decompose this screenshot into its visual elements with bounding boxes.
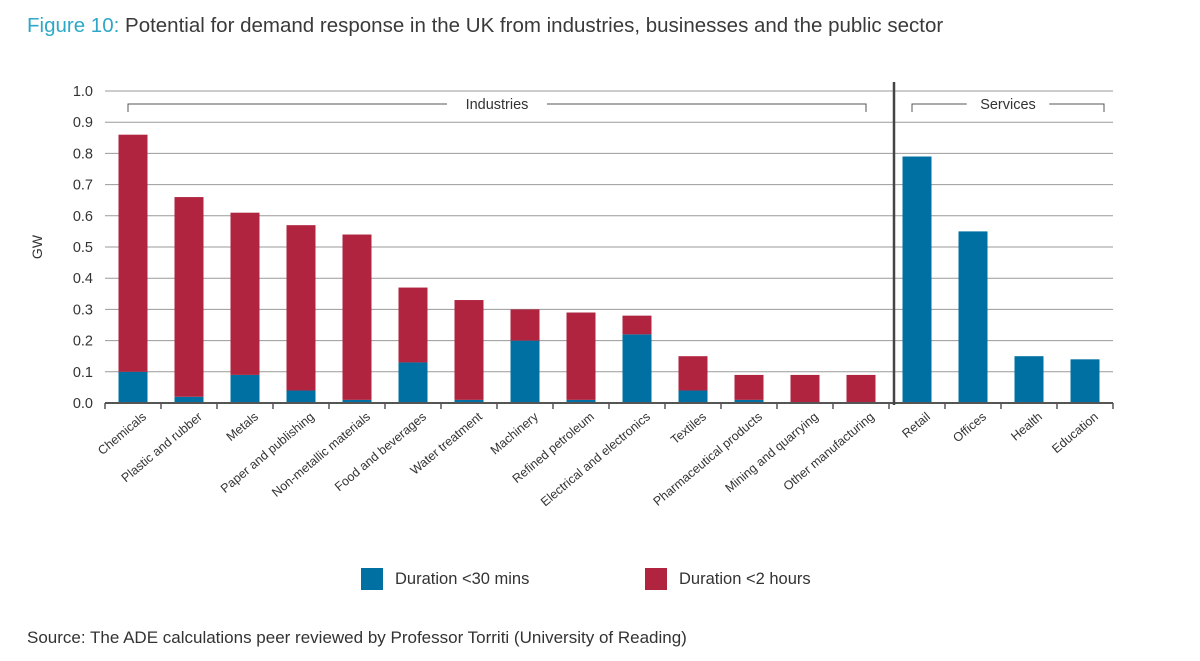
group-bracket-services bbox=[1049, 103, 1105, 112]
figure-title: Potential for demand response in the UK … bbox=[125, 14, 944, 37]
legend-item-long: Duration <2 hours bbox=[645, 568, 811, 590]
category-label: Chemicals bbox=[95, 410, 149, 458]
bar-short-9 bbox=[622, 334, 652, 403]
category-label: Mining and quarrying bbox=[722, 410, 820, 496]
category-label: Metals bbox=[224, 410, 261, 444]
legend-swatch-short bbox=[361, 568, 383, 590]
bar-long-9 bbox=[622, 315, 652, 335]
category-label: Health bbox=[1008, 410, 1045, 444]
category-label: Non-metallic materials bbox=[269, 410, 373, 500]
bar-long-4 bbox=[342, 234, 372, 400]
bar-short-2 bbox=[230, 374, 260, 403]
y-tick-label: 0.9 bbox=[73, 115, 93, 131]
bar-short-15 bbox=[958, 231, 988, 403]
y-tick-label: 0.5 bbox=[73, 240, 93, 256]
category-label: Electrical and electronics bbox=[538, 410, 653, 510]
y-tick-label: 0.1 bbox=[73, 365, 93, 381]
bar-long-1 bbox=[174, 197, 204, 397]
bar-long-3 bbox=[286, 225, 316, 391]
category-label: Education bbox=[1049, 410, 1101, 456]
figure-label: Figure 10: bbox=[27, 14, 120, 37]
group-bracket-industries bbox=[547, 103, 867, 112]
bar-long-2 bbox=[230, 212, 260, 375]
bar-short-8 bbox=[566, 399, 596, 403]
group-bracket-industries bbox=[127, 103, 447, 112]
y-tick-label: 0.8 bbox=[73, 146, 93, 162]
bar-short-10 bbox=[678, 390, 708, 403]
y-tick-label: 0.7 bbox=[73, 178, 93, 194]
group-label-services: Services bbox=[980, 97, 1036, 113]
bar-long-7 bbox=[510, 309, 540, 341]
y-tick-label: 0.0 bbox=[73, 396, 93, 412]
bar-long-6 bbox=[454, 300, 484, 400]
group-label-industries: Industries bbox=[466, 97, 529, 113]
bar-short-5 bbox=[398, 362, 428, 403]
category-label: Other manufacturing bbox=[781, 410, 877, 494]
y-axis-label: GW bbox=[29, 234, 45, 259]
group-bracket-services bbox=[911, 103, 967, 112]
y-tick-label: 0.3 bbox=[73, 302, 93, 318]
bar-short-3 bbox=[286, 390, 316, 403]
bar-short-7 bbox=[510, 340, 540, 403]
bar-short-1 bbox=[174, 396, 204, 403]
bar-long-13 bbox=[846, 374, 876, 403]
legend-label-short: Duration <30 mins bbox=[395, 569, 530, 588]
bar-long-5 bbox=[398, 287, 428, 363]
bar-short-16 bbox=[1014, 356, 1044, 403]
legend-swatch-long bbox=[645, 568, 667, 590]
bar-short-0 bbox=[118, 371, 148, 403]
category-label: Machinery bbox=[488, 409, 542, 457]
bar-short-6 bbox=[454, 399, 484, 403]
chart-title: Figure 10: Potential for demand response… bbox=[27, 14, 943, 38]
bar-long-8 bbox=[566, 312, 596, 400]
bar-short-14 bbox=[902, 156, 932, 403]
bar-long-12 bbox=[790, 374, 820, 403]
category-label: Textiles bbox=[668, 410, 709, 448]
source-note: Source: The ADE calculations peer review… bbox=[27, 628, 687, 647]
y-tick-label: 0.2 bbox=[73, 334, 93, 350]
category-label: Pharmaceutical products bbox=[651, 410, 765, 509]
legend-item-short: Duration <30 mins bbox=[361, 568, 529, 590]
legend-label-long: Duration <2 hours bbox=[679, 569, 811, 588]
y-tick-label: 1.0 bbox=[73, 84, 93, 100]
bar-short-17 bbox=[1070, 359, 1100, 403]
y-tick-label: 0.6 bbox=[73, 209, 93, 225]
category-label: Paper and publishing bbox=[218, 410, 317, 496]
stacked-bar-chart: 0.0 0.1 0.2 0.3 0.4 0.5 0.6 0.7 0.8 0.9 1.0 GW Chemi… bbox=[29, 82, 1114, 510]
category-label: Food and beverages bbox=[332, 410, 429, 494]
bar-long-10 bbox=[678, 356, 708, 391]
category-label: Retail bbox=[899, 410, 932, 441]
y-tick-label: 0.4 bbox=[73, 271, 93, 287]
bar-short-11 bbox=[734, 399, 764, 403]
bar-short-4 bbox=[342, 399, 372, 403]
category-label: Offices bbox=[950, 410, 989, 446]
bar-long-0 bbox=[118, 134, 148, 372]
bar-long-11 bbox=[734, 374, 764, 400]
